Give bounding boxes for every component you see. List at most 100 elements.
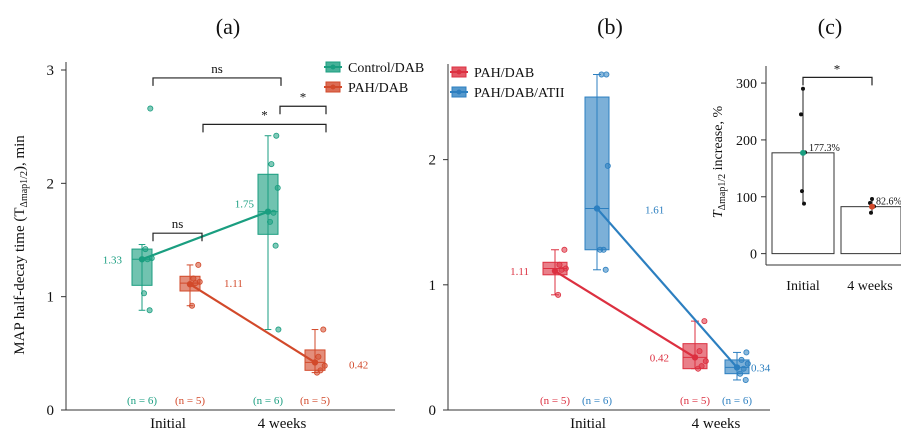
n-label: (n = 6) xyxy=(722,395,752,407)
data-point xyxy=(743,349,750,356)
mean-marker xyxy=(551,267,559,275)
mean-marker xyxy=(264,208,272,215)
y-tick-label: 2 xyxy=(429,153,437,169)
n-label: (n = 6) xyxy=(253,395,283,407)
y-tick-label: 200 xyxy=(736,134,757,149)
y-tick-label: 1 xyxy=(429,278,437,294)
y-axis-label: TΔmap1/2 increase, % xyxy=(711,106,728,219)
mean-label: 1.61 xyxy=(645,204,664,216)
bracket-line xyxy=(279,105,327,115)
box xyxy=(257,173,279,235)
mean-label: 1.75 xyxy=(235,199,255,211)
mean-label: 0.34 xyxy=(751,362,771,374)
data-point xyxy=(146,307,153,314)
data-point xyxy=(802,201,806,206)
data-point xyxy=(737,370,744,377)
y-tick-label: 2 xyxy=(47,176,55,192)
mean-trend-line xyxy=(554,270,696,359)
x-tick-label: 4 weeks xyxy=(692,416,741,432)
value-label: 177.3% xyxy=(809,143,840,154)
y-tick-label: 0 xyxy=(750,248,757,263)
data-point xyxy=(275,326,282,333)
series-pah-dab: (n = 5) (n = 5) 1.11 0.42 xyxy=(175,261,368,407)
data-point xyxy=(274,184,281,191)
panel-a: (a) 0 1 2 3 Initial 4 weeks (n = 6) (n = 6) 1.33 1… xyxy=(12,14,424,432)
box xyxy=(131,248,153,286)
bracket-star-4weeks: * xyxy=(279,89,327,115)
data-point xyxy=(869,210,873,215)
mean-trend-line xyxy=(189,283,316,364)
mean-label: 1.11 xyxy=(510,266,529,278)
mean-marker xyxy=(800,149,806,156)
bracket-line xyxy=(802,76,873,86)
data-point xyxy=(597,246,604,253)
bracket-label: * xyxy=(261,107,268,122)
data-point xyxy=(603,71,610,78)
data-point xyxy=(801,86,805,91)
series-control-dab: (n = 6) (n = 6) 1.33 1.75 xyxy=(103,105,283,407)
data-point xyxy=(270,209,277,216)
box xyxy=(584,96,610,251)
bracket-line xyxy=(152,232,203,242)
data-point xyxy=(321,362,328,369)
n-label: (n = 5) xyxy=(680,395,710,407)
data-point xyxy=(315,353,322,360)
data-point xyxy=(740,365,747,372)
legend-marker xyxy=(330,84,336,90)
data-point xyxy=(313,369,320,376)
legend-label: PAH/DAB xyxy=(348,81,408,96)
data-point xyxy=(598,71,605,78)
panel-c: (c) 0 100 200 300 177.3% Initial 82.6% 4 weeks * T… xyxy=(711,14,901,294)
data-point xyxy=(320,326,327,333)
n-label: (n = 5) xyxy=(175,395,205,407)
n-label: (n = 5) xyxy=(300,395,330,407)
data-point xyxy=(556,261,563,268)
y-tick-label: 0 xyxy=(47,403,55,419)
mean-marker xyxy=(869,203,875,210)
data-point xyxy=(738,356,745,363)
legend-label: Control/DAB xyxy=(348,61,424,76)
mean-label: 0.42 xyxy=(650,352,669,364)
x-tick-label: 4 weeks xyxy=(258,416,307,432)
legend-label: PAH/DAB xyxy=(474,66,534,81)
data-point xyxy=(701,318,708,325)
bracket-star-pah: * xyxy=(202,107,327,133)
panel-label: (b) xyxy=(597,14,623,39)
data-point xyxy=(558,266,565,273)
data-point xyxy=(604,162,611,169)
n-label: (n = 6) xyxy=(127,395,157,407)
data-point xyxy=(561,246,568,253)
n-label: (n = 6) xyxy=(582,395,612,407)
panel-label: (a) xyxy=(216,14,240,39)
x-tick-label: Initial xyxy=(570,416,606,432)
data-point xyxy=(702,358,709,365)
mean-marker xyxy=(138,256,146,263)
bracket-ns-initial: ns xyxy=(152,216,203,242)
mean-trend-line xyxy=(596,207,738,369)
bracket-line xyxy=(202,123,327,133)
data-point xyxy=(188,302,195,309)
data-point xyxy=(744,360,751,367)
x-tick-label: Initial xyxy=(786,279,820,294)
data-point xyxy=(870,197,874,202)
data-point xyxy=(272,242,279,249)
data-point xyxy=(192,280,199,287)
data-point xyxy=(696,348,703,355)
data-point xyxy=(266,218,273,225)
data-point xyxy=(140,290,147,297)
legend-marker xyxy=(330,64,336,70)
mean-label: 1.11 xyxy=(224,278,243,290)
bracket-label: ns xyxy=(211,61,223,76)
series-pah-dab: (n = 5) (n = 5) 1.11 0.42 xyxy=(510,246,710,407)
data-point xyxy=(147,105,154,112)
data-point xyxy=(799,112,803,117)
data-point xyxy=(273,132,280,139)
mean-marker xyxy=(311,359,319,366)
data-point xyxy=(195,261,202,268)
n-label: (n = 5) xyxy=(540,395,570,407)
bracket-label: ns xyxy=(172,216,184,231)
y-axis-label: MAP half-decay time (TΔmap1/2), min xyxy=(12,135,30,355)
y-tick-label: 1 xyxy=(47,290,55,306)
x-tick-label: 4 weeks xyxy=(847,279,893,294)
